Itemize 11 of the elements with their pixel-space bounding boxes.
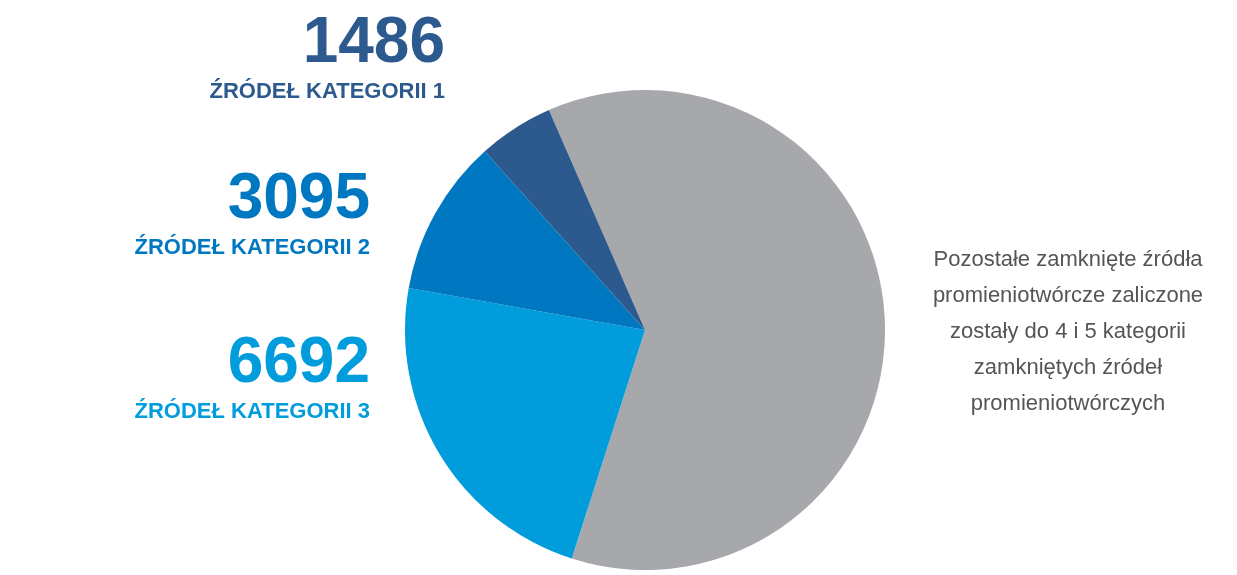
pie-slice — [484, 110, 645, 330]
data-label: 3095 — [227, 160, 370, 232]
data-label: 6692 — [227, 324, 370, 396]
pie-slice — [405, 288, 645, 559]
slice-label: ŹRÓDEŁ KATEGORII 2 — [134, 234, 370, 259]
pie-slice — [408, 151, 645, 330]
slice-label: ŹRÓDEŁ KATEGORII 3 — [134, 398, 370, 423]
data-label: 1486 — [302, 4, 445, 76]
slice-label: ŹRÓDEŁ KATEGORII 1 — [209, 78, 445, 103]
text: Pozostałe zamknięte źródła promieniotwórcze zaliczone zostały do 4 i 5 kategorii zamkniętych źródeł promieniotwórczych — [932, 246, 1204, 415]
pie-slice — [548, 90, 885, 570]
